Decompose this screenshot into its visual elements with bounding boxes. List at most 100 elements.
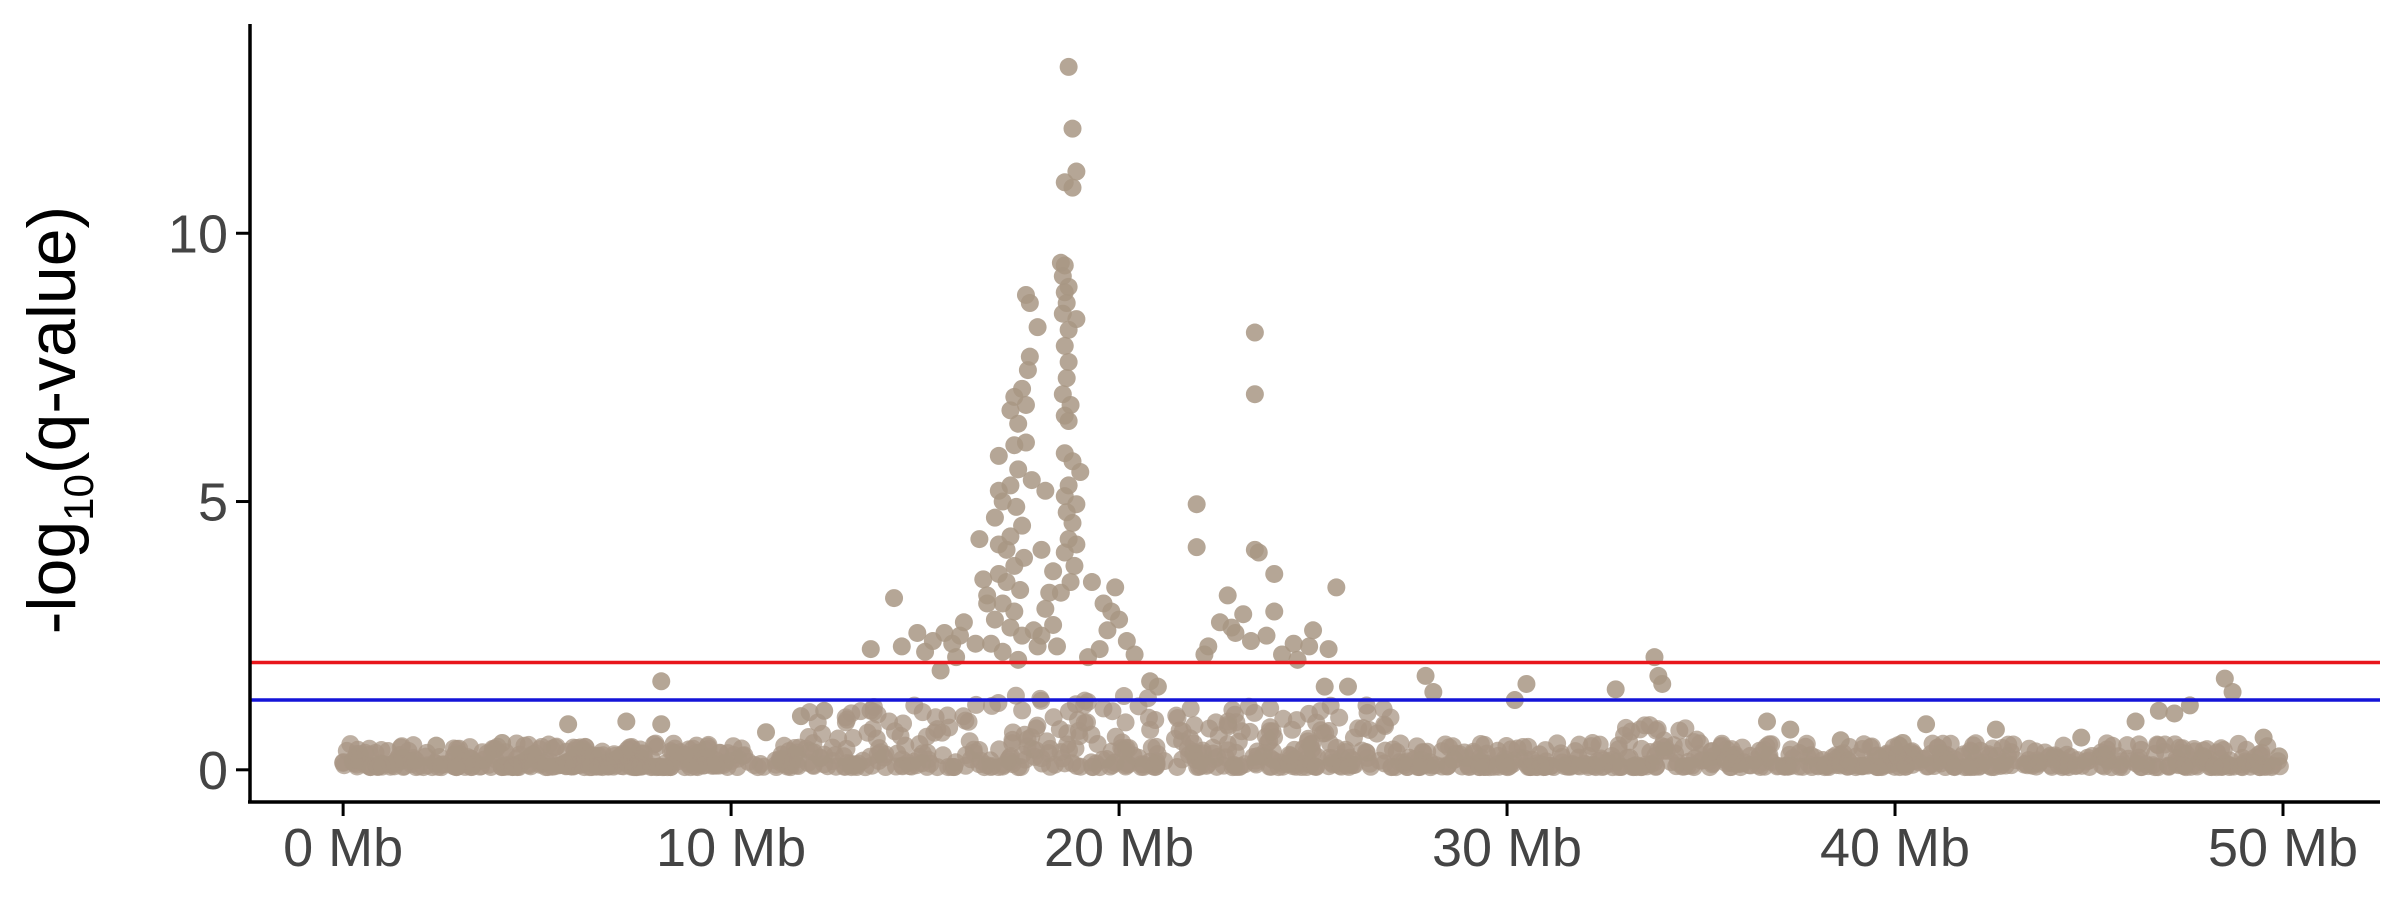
point [2092,756,2111,775]
point [1059,57,1078,76]
point [970,530,989,549]
point [966,634,985,653]
point [2214,741,2233,760]
point [1013,516,1032,535]
point [2252,743,2271,762]
point [1245,385,1264,404]
point [1138,689,1157,708]
point [1424,683,1443,702]
point [1241,632,1260,651]
point [1471,752,1490,771]
point [1036,599,1055,618]
point [1288,650,1307,669]
point [620,738,639,757]
point [1040,583,1059,602]
y-tick-label: 10 [168,204,228,264]
point [1083,757,1102,776]
point [1606,680,1625,699]
point [997,573,1016,592]
point [735,746,754,765]
point [1117,632,1136,651]
point [2215,669,2234,688]
point [985,610,1004,629]
point [1088,734,1107,753]
point [599,757,618,776]
point [1655,731,1674,750]
point [1114,687,1133,706]
point [1059,320,1078,339]
point [1745,751,1764,770]
point [804,756,823,775]
point [1757,712,1776,731]
point [985,508,1004,527]
point [1044,562,1063,581]
point [1015,725,1034,744]
point [888,744,907,763]
point [880,712,899,731]
point [2165,704,2184,723]
point [757,723,776,742]
point [706,755,725,774]
point [891,726,910,745]
point [1320,748,1339,767]
point [1928,738,1947,757]
point [1106,578,1125,597]
point [1260,757,1279,776]
point [637,756,656,775]
point [2143,756,2162,775]
point [1383,757,1402,776]
point [430,748,449,767]
point [1200,719,1219,738]
point [1181,699,1200,718]
y-axis-title: -log10(q-value) [14,206,102,634]
point [1311,721,1330,740]
point [1028,318,1047,337]
point [1349,719,1368,738]
point [1304,621,1323,640]
point [908,623,927,642]
point [808,713,827,732]
point [1245,703,1264,722]
x-tick-label: 50 Mb [2208,818,2358,878]
point [1781,720,1800,739]
point [1813,751,1832,770]
point [1991,756,2010,775]
point [959,712,978,731]
point [531,755,550,774]
point [1020,294,1039,313]
point [1181,729,1200,748]
point [837,710,856,729]
point [1682,756,1701,775]
point [1230,757,1249,776]
point [804,734,823,753]
point [1067,162,1086,181]
point [504,757,523,776]
point [2223,683,2242,702]
point [1284,634,1303,653]
point [1320,734,1339,753]
point [1009,650,1028,669]
point [1055,336,1074,355]
point [1044,615,1063,634]
point [1219,717,1238,736]
point [474,750,493,769]
point [1053,304,1072,323]
point [652,715,671,734]
point [1120,739,1139,758]
point [1016,395,1035,414]
point [1868,746,1887,765]
point [1300,637,1319,656]
point [1338,677,1357,696]
point [1306,757,1325,776]
point [617,712,636,731]
point [1082,573,1101,592]
point [1167,706,1186,725]
point [1059,702,1078,721]
point [1065,556,1084,575]
point [892,637,911,656]
point [350,751,369,770]
point [1273,645,1292,664]
point [1374,700,1393,719]
point [1570,757,1589,776]
point [1245,323,1264,342]
